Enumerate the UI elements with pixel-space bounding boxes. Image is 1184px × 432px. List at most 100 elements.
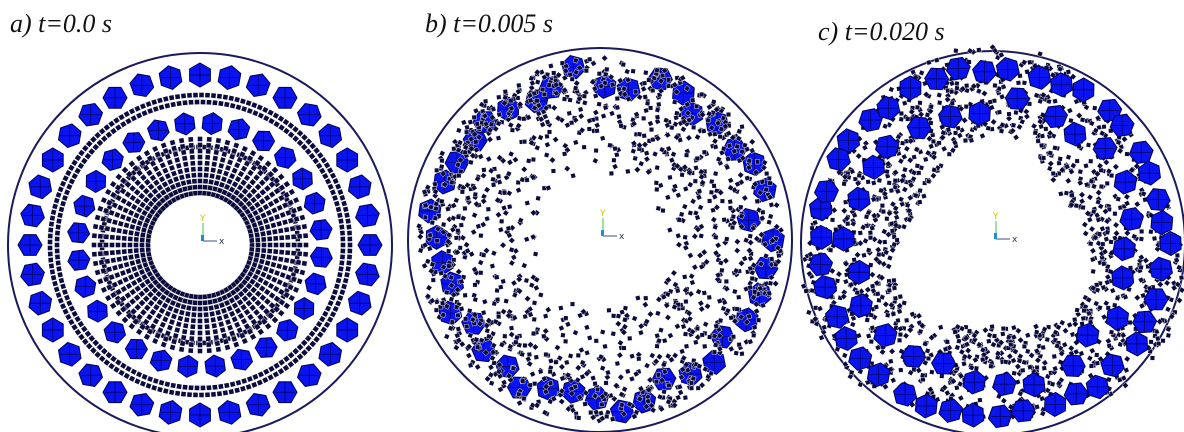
square-particle: [1175, 253, 1180, 258]
square-particle: [502, 190, 507, 195]
square-particle: [1022, 344, 1027, 349]
square-particle: [938, 325, 944, 331]
square-particle: [532, 317, 537, 322]
square-particle: [214, 180, 220, 186]
square-particle: [642, 133, 647, 138]
square-particle: [604, 414, 609, 419]
square-particle: [256, 243, 261, 248]
square-particle: [956, 338, 961, 343]
square-particle: [462, 206, 467, 211]
square-particle: [1000, 331, 1005, 336]
square-particle: [116, 228, 122, 234]
square-particle: [622, 317, 627, 322]
square-particle: [895, 238, 900, 243]
square-particle: [198, 173, 203, 178]
square-particle: [223, 390, 229, 396]
square-particle: [568, 98, 573, 103]
square-particle: [992, 334, 997, 339]
square-particle: [655, 107, 660, 112]
square-particle: [303, 233, 308, 238]
square-particle: [207, 299, 213, 305]
square-particle: [739, 149, 745, 155]
square-particle: [284, 257, 290, 263]
square-particle: [943, 346, 948, 351]
square-particle: [1105, 229, 1110, 234]
square-particle: [198, 155, 203, 160]
square-particle: [707, 199, 712, 204]
square-particle: [188, 348, 193, 353]
square-particle: [544, 352, 549, 357]
square-particle: [181, 150, 187, 156]
square-particle: [211, 161, 217, 167]
square-particle: [340, 254, 345, 259]
square-particle: [1052, 98, 1057, 103]
square-particle: [459, 223, 464, 228]
square-particle: [285, 235, 290, 240]
square-particle: [198, 179, 203, 184]
square-particle: [587, 57, 592, 62]
square-particle: [702, 344, 707, 349]
square-particle: [118, 263, 124, 269]
square-particle: [1116, 196, 1121, 201]
square-particle: [205, 93, 210, 98]
square-particle: [890, 228, 895, 233]
square-particle: [338, 266, 344, 272]
square-particle: [746, 314, 752, 320]
square-particle: [57, 212, 63, 218]
square-particle: [198, 325, 203, 330]
square-particle: [548, 63, 553, 68]
square-particle: [170, 102, 176, 108]
square-particle: [494, 275, 499, 280]
square-particle: [594, 339, 599, 344]
square-particle: [1081, 205, 1086, 210]
square-particle: [198, 137, 203, 142]
square-particle: [636, 356, 641, 361]
square-particle: [198, 185, 203, 190]
square-particle: [444, 290, 449, 295]
square-particle: [128, 243, 133, 248]
square-particle: [595, 387, 600, 392]
square-particle: [346, 260, 352, 266]
square-particle: [433, 216, 438, 221]
square-particle: [189, 342, 194, 347]
square-particle: [105, 258, 111, 264]
square-particle: [835, 278, 840, 283]
square-particle: [893, 178, 898, 183]
square-particle: [340, 248, 345, 253]
square-particle: [885, 216, 890, 221]
square-particle: [683, 332, 688, 337]
square-particle: [691, 376, 697, 382]
square-particle: [140, 237, 145, 242]
square-particle: [496, 174, 501, 179]
square-particle: [1054, 343, 1060, 349]
square-particle: [767, 176, 772, 181]
square-particle: [952, 329, 957, 334]
square-particle: [1075, 159, 1080, 164]
square-particle: [228, 389, 234, 395]
square-particle: [990, 324, 995, 329]
square-particle: [1008, 342, 1013, 347]
square-particle: [230, 381, 236, 387]
square-particle: [279, 235, 284, 240]
square-particle: [481, 167, 486, 172]
square-particle: [688, 210, 694, 216]
square-particle: [234, 387, 240, 393]
square-particle: [179, 310, 185, 316]
square-particle: [454, 235, 459, 240]
square-particle: [198, 319, 203, 324]
square-particle: [456, 228, 461, 233]
square-particle: [593, 381, 598, 386]
square-particle: [266, 254, 272, 260]
square-particle: [570, 173, 575, 178]
square-particle: [177, 315, 183, 321]
square-particle: [929, 104, 934, 109]
square-particle: [188, 100, 193, 105]
square-particle: [522, 139, 527, 144]
square-particle: [55, 236, 60, 241]
square-particle: [99, 225, 105, 231]
square-particle: [866, 179, 871, 184]
square-particle: [95, 215, 101, 221]
square-particle: [915, 105, 920, 110]
axis-triad: [994, 233, 997, 239]
square-particle: [547, 130, 552, 135]
